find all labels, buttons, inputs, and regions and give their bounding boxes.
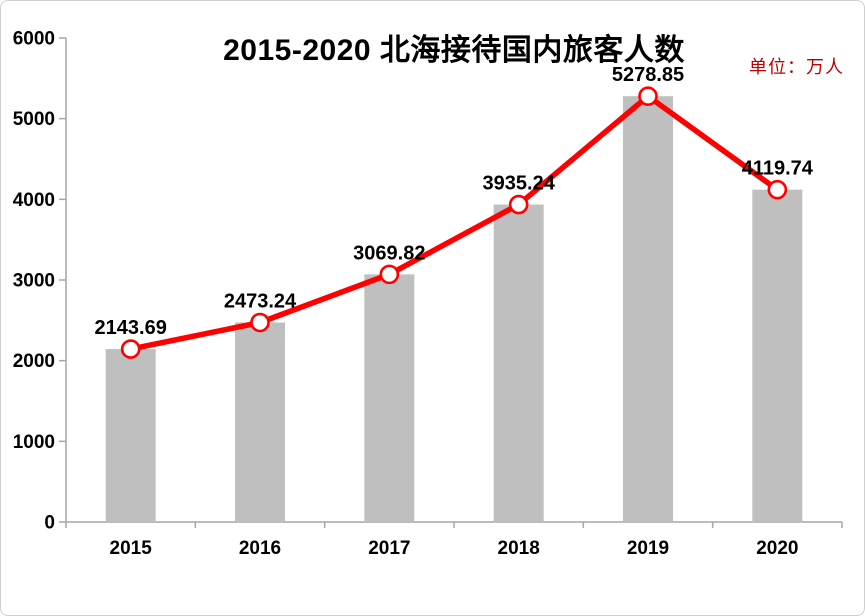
y-axis-label: 2000 xyxy=(13,351,55,372)
y-axis-label: 4000 xyxy=(13,190,55,211)
data-point-marker xyxy=(379,264,400,285)
bar xyxy=(752,189,803,522)
bar xyxy=(105,349,156,522)
data-point-marker xyxy=(638,86,658,106)
data-label: 3935.24 xyxy=(483,173,556,195)
y-axis-label: 3000 xyxy=(13,271,55,292)
bar xyxy=(364,274,415,522)
bar xyxy=(235,322,285,522)
bar xyxy=(493,204,544,522)
unit-label: 单位：万人 xyxy=(749,57,844,77)
bar xyxy=(623,96,673,523)
x-axis-label: 2019 xyxy=(627,538,669,559)
x-axis-label: 2015 xyxy=(110,538,153,559)
data-label: 3069.82 xyxy=(353,242,425,264)
data-point-marker xyxy=(767,179,788,200)
y-axis-label: 5000 xyxy=(13,109,55,130)
data-label: 2143.69 xyxy=(95,317,167,339)
series-line xyxy=(127,93,781,352)
x-axis-label: 2016 xyxy=(239,538,281,559)
chart-title: 2015-2020 北海接待国内旅客人数 xyxy=(223,34,685,67)
data-label: 2473.24 xyxy=(224,290,297,312)
data-point-marker xyxy=(508,194,529,215)
data-point-marker xyxy=(120,339,141,359)
y-axis-label: 0 xyxy=(44,513,55,534)
data-point-marker xyxy=(250,312,270,333)
data-label: 5278.85 xyxy=(612,64,684,86)
x-axis-label: 2017 xyxy=(368,538,410,559)
y-axis-label: 6000 xyxy=(13,29,55,50)
data-label: 4119.74 xyxy=(742,158,814,180)
x-axis-label: 2018 xyxy=(498,538,540,559)
y-axis-label: 1000 xyxy=(13,432,55,453)
x-axis-label: 2020 xyxy=(756,538,798,559)
